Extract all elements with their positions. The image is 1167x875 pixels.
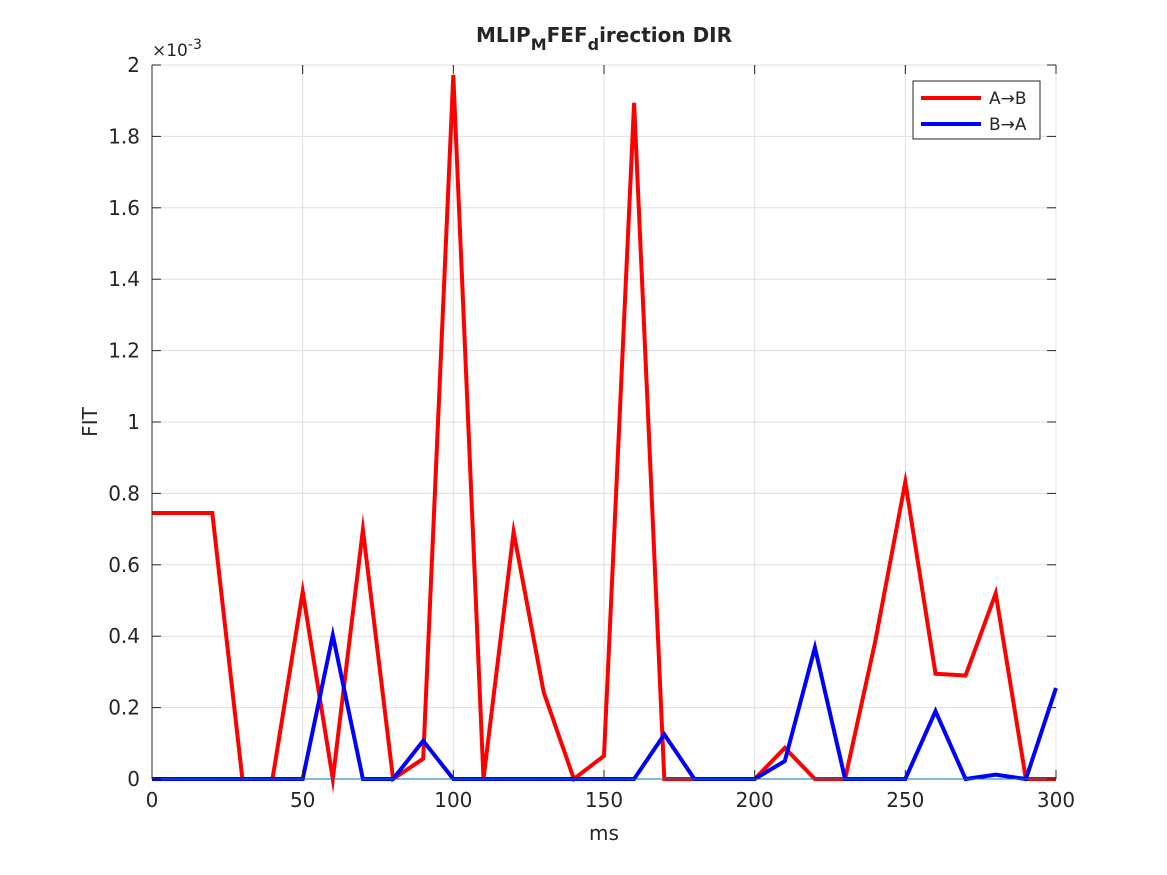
x-tick-label: 250 <box>886 788 924 812</box>
legend: A→B B→A <box>912 80 1041 140</box>
y-axis-label: FIT <box>78 406 102 436</box>
y-tick-label: 0.6 <box>108 553 140 577</box>
x-tick-label: 300 <box>1037 788 1075 812</box>
chart-title-part: irection DIR <box>599 23 732 47</box>
legend-label: B→A <box>989 115 1027 135</box>
x-tick-label: 100 <box>434 788 472 812</box>
y-tick-label: 1.8 <box>108 124 140 148</box>
y-exponent-power: -3 <box>188 37 202 53</box>
x-tick-labels: 0 50 100 150 200 250 300 <box>146 788 1075 812</box>
y-tick-label: 0 <box>127 767 140 791</box>
y-tick-labels: 0 0.2 0.4 0.6 0.8 1 1.2 1.4 1.6 1.8 2 <box>108 53 140 791</box>
chart-title-part: d <box>588 35 599 54</box>
y-tick-label: 2 <box>127 53 140 77</box>
y-tick-label: 1.2 <box>108 339 140 363</box>
x-axis-label: ms <box>589 821 619 845</box>
y-tick-label: 0.4 <box>108 624 140 648</box>
legend-box <box>912 80 1041 140</box>
legend-label: A→B <box>989 89 1027 109</box>
y-exponent-base: ×10 <box>152 41 188 61</box>
x-tick-label: 150 <box>585 788 623 812</box>
y-exponent-label: ×10-3 <box>152 37 202 61</box>
y-tick-label: 1.4 <box>108 267 140 291</box>
chart-title-part: MLIP <box>476 23 531 47</box>
y-tick-label: 0.2 <box>108 696 140 720</box>
chart-title: MLIPMFEFdirection DIR <box>476 23 732 54</box>
y-tick-label: 1.6 <box>108 196 140 220</box>
series-line-a-to-b <box>152 74 1056 794</box>
chart-title-part: FEF <box>547 23 588 47</box>
x-tick-label: 0 <box>146 788 159 812</box>
x-tick-label: 200 <box>736 788 774 812</box>
chart-title-part: M <box>531 35 547 54</box>
x-tick-label: 50 <box>290 788 315 812</box>
y-tick-label: 1 <box>127 410 140 434</box>
axes <box>151 64 1057 780</box>
y-tick-label: 0.8 <box>108 481 140 505</box>
